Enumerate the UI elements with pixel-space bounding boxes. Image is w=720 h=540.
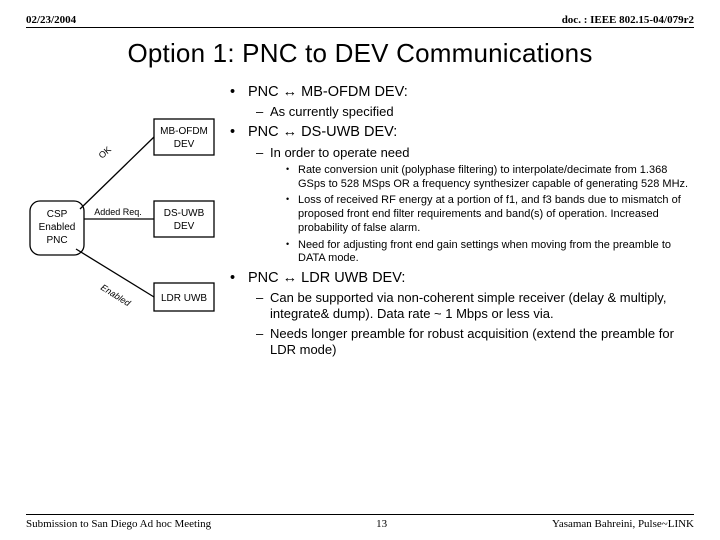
diagram: CSP Enabled PNC MB-OFDM DEV DS-UWB DEV L… (26, 111, 218, 361)
bullet: Can be supported via non-coherent simple… (226, 290, 694, 323)
edge-label-2: Enabled (99, 282, 133, 309)
dev-label-1a: DS-UWB (164, 208, 205, 219)
page-title: Option 1: PNC to DEV Communications (26, 38, 694, 69)
dev-label-0a: MB-OFDM (160, 126, 208, 137)
bullet: PNC ↔ MB-OFDM DEV: (226, 83, 694, 101)
footer-rule (26, 514, 694, 515)
header-row: 02/23/2004 doc. : IEEE 802.15-04/079r2 (26, 14, 694, 28)
header-doc: doc. : IEEE 802.15-04/079r2 (562, 14, 694, 26)
pnc-label-3: PNC (46, 235, 67, 246)
content-row: CSP Enabled PNC MB-OFDM DEV DS-UWB DEV L… (26, 83, 694, 361)
dev-label-1b: DEV (174, 221, 195, 232)
page-number: 13 (376, 518, 387, 530)
dev-label-0b: DEV (174, 139, 195, 150)
edge-label-1: Added Req. (94, 207, 142, 217)
footer: Submission to San Diego Ad hoc Meeting 1… (26, 514, 694, 530)
bullet: Needs longer preamble for robust acquisi… (226, 326, 694, 359)
diagram-svg: CSP Enabled PNC MB-OFDM DEV DS-UWB DEV L… (26, 111, 218, 351)
bullet: PNC ↔ LDR UWB DEV: (226, 269, 694, 287)
bullet: PNC ↔ DS-UWB DEV: (226, 123, 694, 141)
bullet: Need for adjusting front end gain settin… (226, 239, 694, 267)
bullet: Loss of received RF energy at a portion … (226, 194, 694, 235)
edge-label-0: OK (97, 144, 113, 160)
bullet: In order to operate need (226, 145, 694, 161)
pnc-label-2: Enabled (39, 222, 76, 233)
header-date: 02/23/2004 (26, 14, 76, 26)
dev-label-2a: LDR UWB (161, 293, 207, 304)
footer-right: Yasaman Bahreini, Pulse~LINK (552, 518, 694, 530)
edge-0 (80, 137, 154, 209)
footer-left: Submission to San Diego Ad hoc Meeting (26, 518, 211, 530)
pnc-label-1: CSP (47, 209, 68, 220)
bullet: As currently specified (226, 104, 694, 120)
bullets: PNC ↔ MB-OFDM DEV: As currently specifie… (226, 83, 694, 361)
bullet: Rate conversion unit (polyphase filterin… (226, 164, 694, 192)
